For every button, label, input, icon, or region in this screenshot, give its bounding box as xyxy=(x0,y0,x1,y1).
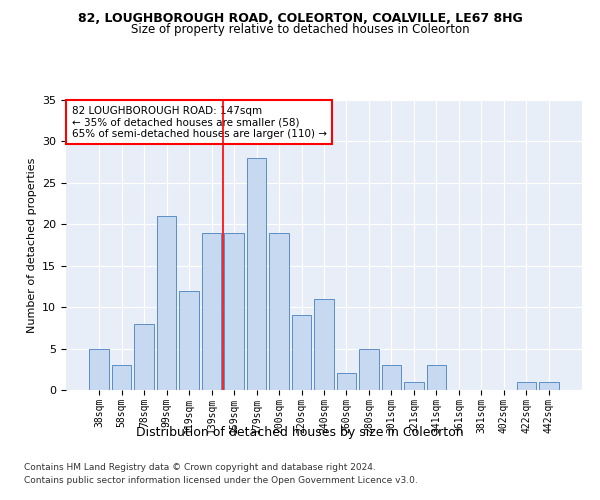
Bar xyxy=(382,365,401,390)
Bar xyxy=(179,290,199,390)
Bar xyxy=(337,374,356,390)
Bar xyxy=(404,382,424,390)
Y-axis label: Number of detached properties: Number of detached properties xyxy=(26,158,37,332)
Bar xyxy=(134,324,154,390)
Bar xyxy=(112,365,131,390)
Bar xyxy=(427,365,446,390)
Bar xyxy=(157,216,176,390)
Bar xyxy=(517,382,536,390)
Bar xyxy=(269,232,289,390)
Text: Contains HM Land Registry data © Crown copyright and database right 2024.: Contains HM Land Registry data © Crown c… xyxy=(24,464,376,472)
Text: Contains public sector information licensed under the Open Government Licence v3: Contains public sector information licen… xyxy=(24,476,418,485)
Text: 82, LOUGHBOROUGH ROAD, COLEORTON, COALVILLE, LE67 8HG: 82, LOUGHBOROUGH ROAD, COLEORTON, COALVI… xyxy=(77,12,523,26)
Text: Size of property relative to detached houses in Coleorton: Size of property relative to detached ho… xyxy=(131,22,469,36)
Text: Distribution of detached houses by size in Coleorton: Distribution of detached houses by size … xyxy=(136,426,464,439)
Text: 82 LOUGHBOROUGH ROAD: 147sqm
← 35% of detached houses are smaller (58)
65% of se: 82 LOUGHBOROUGH ROAD: 147sqm ← 35% of de… xyxy=(71,106,326,139)
Bar xyxy=(224,232,244,390)
Bar xyxy=(539,382,559,390)
Bar xyxy=(89,348,109,390)
Bar xyxy=(314,299,334,390)
Bar xyxy=(292,316,311,390)
Bar xyxy=(247,158,266,390)
Bar xyxy=(202,232,221,390)
Bar xyxy=(359,348,379,390)
